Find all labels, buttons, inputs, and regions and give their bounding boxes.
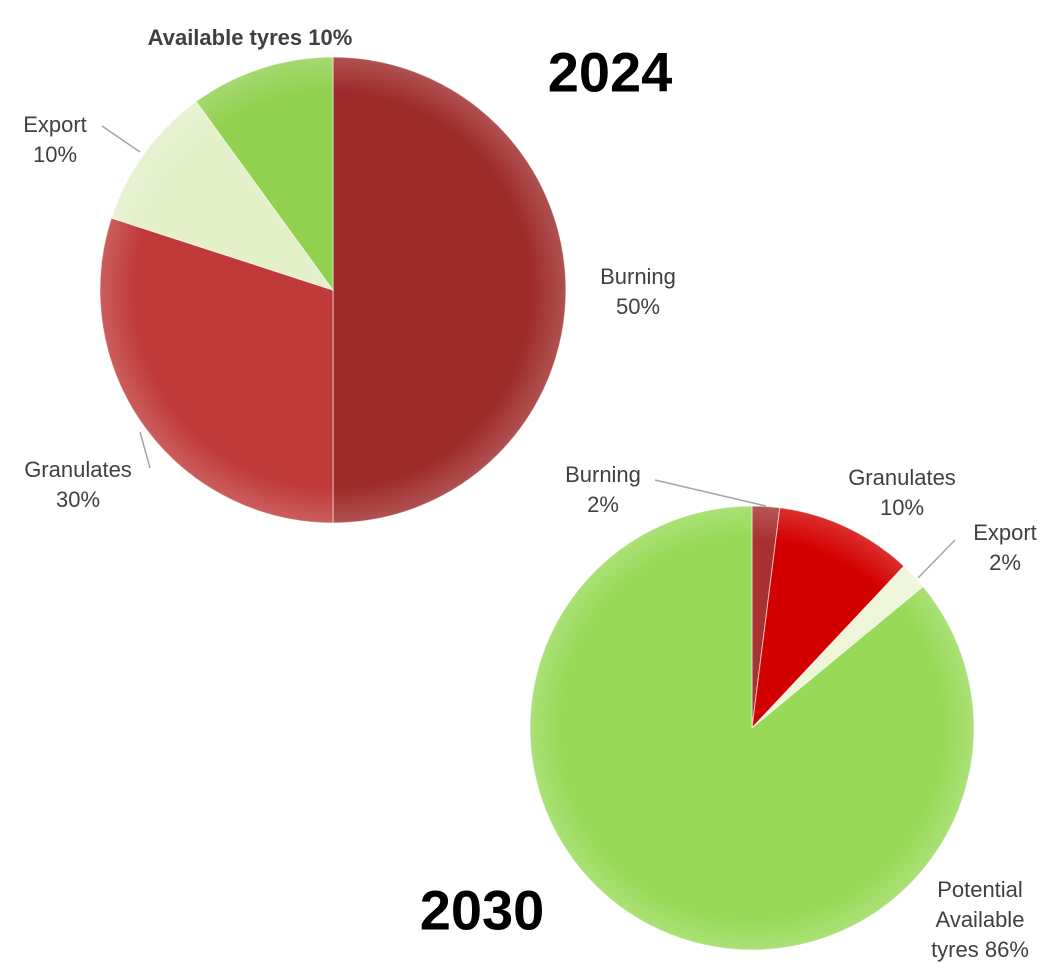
leader-line (654, 479, 767, 507)
leader-line (101, 125, 141, 153)
data-label: Potential Available tyres 86% (918, 875, 1043, 965)
category-name: Export (23, 112, 87, 137)
category-name: Burning (565, 462, 641, 487)
category-name: Burning (600, 264, 676, 289)
category-name: Granulates (24, 457, 132, 482)
category-name: Available tyres (147, 25, 303, 50)
chart-title: 2024 (547, 40, 673, 104)
category-name: Potential Available tyres (931, 877, 1025, 962)
value-label: 2% (587, 492, 619, 517)
data-label: Export 2% (960, 518, 1050, 578)
chart-title: 2030 (419, 878, 545, 942)
pie-slice (332, 56, 567, 524)
pie-slice (529, 505, 975, 951)
category-name: Granulates (848, 465, 956, 490)
leader-line (139, 431, 151, 469)
data-label: Burning 2% (543, 460, 663, 520)
data-label: Available tyres 10% (140, 23, 360, 53)
data-label: Export 10% (0, 110, 115, 170)
data-label: Granulates 30% (0, 455, 158, 515)
pie-slice (110, 100, 335, 291)
pie-slice (195, 56, 334, 292)
value-label: 30% (55, 487, 101, 512)
value-label: 10% (32, 142, 78, 167)
leader-line (917, 539, 956, 579)
category-name: Export (973, 520, 1037, 545)
pie-slice (99, 217, 334, 524)
value-label: 10% (308, 25, 353, 50)
value-label: 2% (989, 550, 1021, 575)
value-label: 86% (984, 937, 1029, 962)
value-label: 10% (879, 495, 925, 520)
pie-slice (751, 507, 905, 730)
data-label: Burning 50% (568, 262, 708, 322)
value-label: 50% (615, 294, 661, 319)
data-label: Granulates 10% (822, 463, 982, 523)
